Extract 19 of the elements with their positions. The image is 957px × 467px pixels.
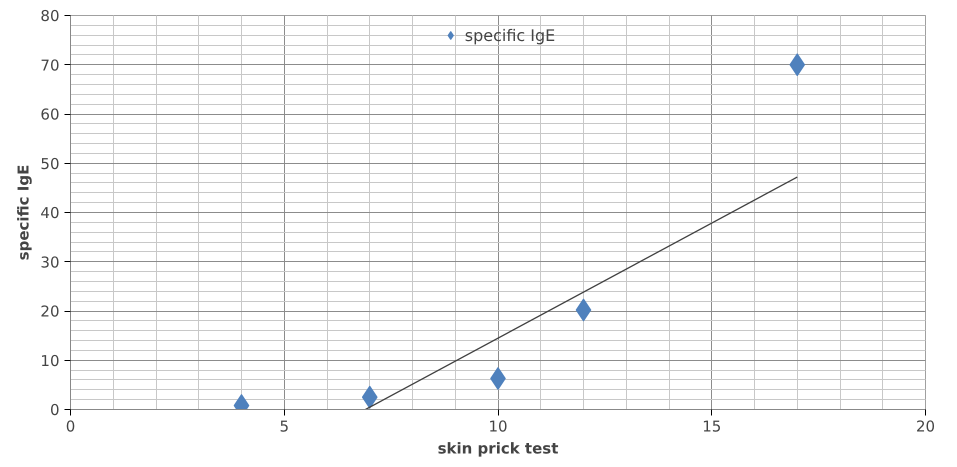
y-tick-label: 70 (40, 56, 60, 74)
y-tick-label: 20 (40, 302, 60, 320)
x-tick-label: 10 (488, 418, 508, 436)
y-tick-label: 50 (40, 154, 60, 173)
y-tick-label: 60 (40, 106, 60, 124)
legend-label: specific IgE (464, 26, 556, 44)
x-tick-label: 20 (916, 418, 936, 436)
x-tick-label: 5 (279, 418, 290, 436)
y-tick-label: 0 (50, 401, 60, 419)
y-axis-title: specific IgE (14, 164, 32, 260)
point (362, 386, 378, 409)
x-tick-label: 15 (702, 418, 722, 436)
y-tick-label: 10 (40, 352, 60, 370)
point (789, 53, 806, 76)
y-tick-label: 30 (40, 253, 60, 272)
x-tick-label: 0 (66, 418, 76, 436)
x-axis-title: skin prick test (438, 440, 558, 458)
y-tick-label: 40 (40, 204, 60, 222)
y-tick-label: 80 (40, 7, 60, 25)
